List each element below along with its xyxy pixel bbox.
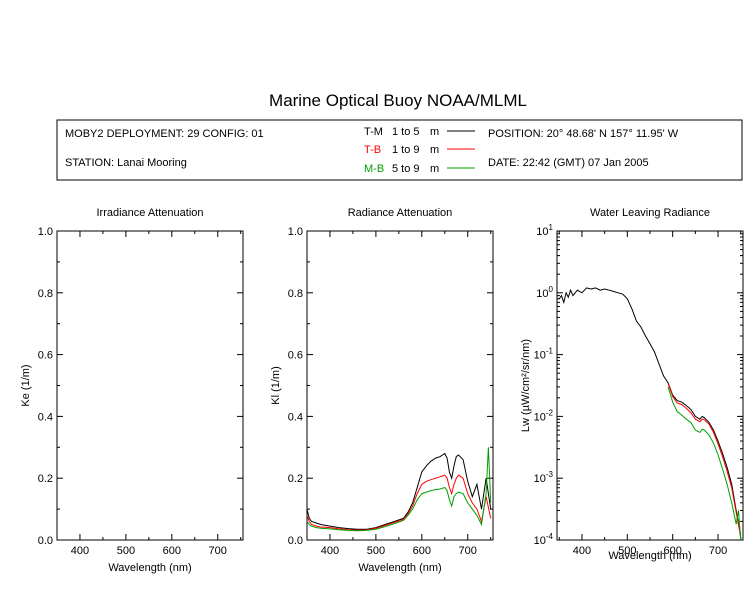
figure-title: Marine Optical Buoy NOAA/MLML bbox=[269, 91, 527, 110]
legend: T-M 1 to 5 m T-B 1 to 9 m M-B 5 to 9 m bbox=[364, 126, 475, 175]
plot-frame bbox=[306, 230, 494, 541]
y-tick-label: 0.2 bbox=[288, 473, 303, 485]
x-axis-label: Wavelength (nm) bbox=[358, 562, 441, 574]
x-tick-label: 400 bbox=[71, 545, 89, 557]
y-tick-label: 0.6 bbox=[38, 350, 53, 362]
y-tick-label: 1.0 bbox=[288, 226, 303, 238]
chart-title: Radiance Attenuation bbox=[348, 207, 453, 219]
y-tick-label: 0.4 bbox=[288, 411, 303, 423]
x-tick-label: 700 bbox=[709, 545, 727, 557]
y-tick-label: 0.4 bbox=[38, 411, 53, 423]
legend-range-t-m: 1 to 5 bbox=[392, 126, 420, 138]
y-axis-label: Ke (1/m) bbox=[20, 364, 32, 406]
position-text: POSITION: 20° 48.68' N 157° 11.95' W bbox=[488, 128, 679, 140]
chart-panels: Irradiance Attenuation 400 500 600 700 0.0 0.2… bbox=[20, 207, 744, 574]
y-tick-label: 0.0 bbox=[38, 535, 53, 547]
series-line-m-b bbox=[667, 386, 742, 540]
y-tick-label: 10-3 bbox=[534, 470, 554, 485]
legend-key-m-b: M-B bbox=[364, 163, 384, 175]
series-line-t-b bbox=[667, 383, 742, 538]
legend-unit-t-m: m bbox=[430, 126, 439, 138]
series-line-m-b bbox=[307, 447, 492, 532]
plot-frame bbox=[556, 230, 744, 541]
legend-unit-m-b: m bbox=[430, 163, 439, 175]
y-tick-label: 0.0 bbox=[288, 535, 303, 547]
x-tick-label: 500 bbox=[618, 545, 636, 557]
y-axis-label: Lw (µW/cm²/sr/nm) bbox=[520, 339, 532, 432]
chart-title: Irradiance Attenuation bbox=[96, 207, 203, 219]
chart-irradiance-attenuation: Irradiance Attenuation 400 500 600 700 0.0 0.2… bbox=[20, 207, 244, 574]
y-tick-label: 101 bbox=[536, 223, 553, 238]
chart-title: Water Leaving Radiance bbox=[590, 207, 710, 219]
legend-entry-m-b: M-B 5 to 9 m bbox=[364, 163, 475, 175]
series-line-t-m bbox=[558, 287, 742, 536]
y-tick-label: 10-2 bbox=[534, 408, 554, 423]
x-tick-label: 600 bbox=[664, 545, 682, 557]
x-axis-label: Wavelength (nm) bbox=[108, 562, 191, 574]
legend-key-t-m: T-M bbox=[364, 126, 383, 138]
legend-entry-t-m: T-M 1 to 5 m bbox=[364, 126, 475, 138]
y-tick-label: 0.6 bbox=[288, 350, 303, 362]
legend-unit-t-b: m bbox=[430, 144, 439, 156]
x-tick-label: 600 bbox=[163, 545, 181, 557]
x-tick-label: 400 bbox=[321, 545, 339, 557]
y-tick-label: 1.0 bbox=[38, 226, 53, 238]
y-tick-label: 0.8 bbox=[38, 288, 53, 300]
info-box-frame bbox=[56, 119, 743, 181]
y-tick-label: 100 bbox=[536, 285, 553, 300]
chart-water-leaving-radiance: Water Leaving Radiance 400 500 600 700 10-4 10… bbox=[520, 207, 744, 562]
x-tick-label: 400 bbox=[573, 545, 591, 557]
y-axis-label: Kl (1/m) bbox=[270, 366, 282, 405]
plot-frame bbox=[56, 230, 244, 541]
x-tick-label: 500 bbox=[367, 545, 385, 557]
x-tick-label: 700 bbox=[209, 545, 227, 557]
x-tick-label: 700 bbox=[459, 545, 477, 557]
y-tick-label: 10-1 bbox=[534, 347, 554, 362]
station-text: STATION: Lanai Mooring bbox=[65, 157, 187, 169]
y-tick-label: 0.2 bbox=[38, 473, 53, 485]
y-tick-label: 10-4 bbox=[534, 532, 554, 547]
info-box: MOBY2 DEPLOYMENT: 29 CONFIG: 01 STATION:… bbox=[56, 119, 743, 181]
chart-radiance-attenuation: Radiance Attenuation 400 500 600 700 0.0 0.2 0.… bbox=[270, 207, 494, 574]
legend-key-t-b: T-B bbox=[364, 144, 381, 156]
x-tick-label: 500 bbox=[117, 545, 135, 557]
date-text: DATE: 22:42 (GMT) 07 Jan 2005 bbox=[488, 157, 649, 169]
legend-range-m-b: 5 to 9 bbox=[392, 163, 420, 175]
series-line-t-m bbox=[307, 452, 492, 530]
series-line-t-b bbox=[307, 474, 492, 531]
x-tick-label: 600 bbox=[413, 545, 431, 557]
legend-entry-t-b: T-B 1 to 9 m bbox=[364, 144, 475, 156]
deployment-text: MOBY2 DEPLOYMENT: 29 CONFIG: 01 bbox=[65, 128, 264, 140]
x-axis-label: Wavelength (nm) bbox=[608, 550, 691, 562]
legend-range-t-b: 1 to 9 bbox=[392, 144, 420, 156]
y-tick-label: 0.8 bbox=[288, 288, 303, 300]
